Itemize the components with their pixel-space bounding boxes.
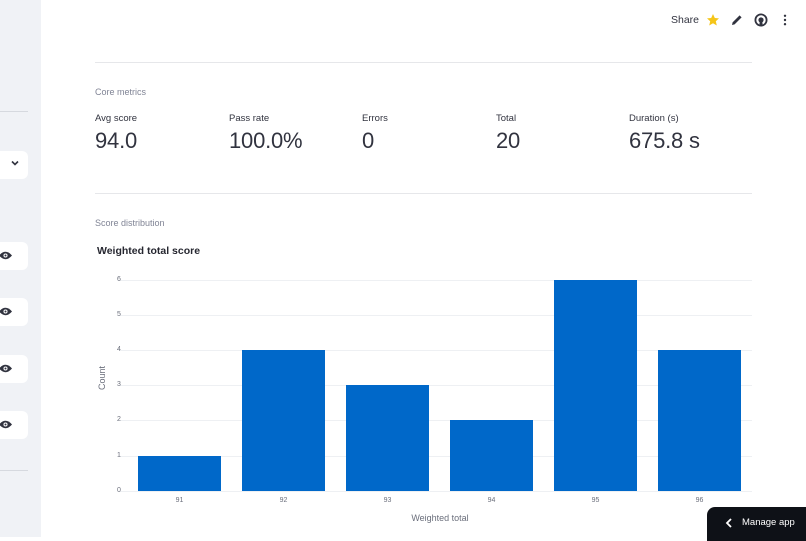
metric-label: Total — [496, 113, 517, 124]
bar-94[interactable] — [450, 420, 533, 491]
metric-value: 675.8 s — [629, 128, 700, 153]
gridline — [120, 420, 752, 421]
metric-label: Duration (s) — [629, 113, 679, 124]
y-tick: 2 — [117, 416, 121, 423]
metric-value: 100.0% — [229, 128, 303, 153]
sidebar — [0, 0, 41, 537]
metric-value: 94.0 — [95, 128, 138, 153]
bar-95[interactable] — [554, 280, 637, 491]
sidebar-divider — [0, 470, 28, 471]
eye-icon — [0, 307, 12, 316]
chevron-left-icon — [725, 518, 732, 528]
y-tick: 4 — [117, 346, 121, 353]
view-button-2[interactable] — [0, 298, 28, 326]
core-metrics-caption: Core metrics — [95, 87, 147, 97]
gridline — [120, 456, 752, 457]
metric-avg-score: Avg score 94.0 — [95, 113, 137, 154]
metric-duration: Duration (s) 675.8 s — [629, 113, 700, 154]
eye-icon — [0, 420, 12, 429]
github-icon[interactable] — [754, 13, 768, 27]
manage-app-button[interactable]: Manage app — [707, 507, 806, 541]
metric-value: 0 — [362, 128, 375, 153]
x-axis-label: Weighted total — [411, 513, 469, 523]
y-tick: 3 — [117, 381, 121, 388]
more-vertical-icon[interactable] — [778, 13, 792, 27]
chevron-down-icon — [11, 160, 19, 166]
metric-value: 20 — [496, 128, 521, 153]
divider — [95, 193, 752, 194]
bar-96[interactable] — [658, 350, 741, 491]
x-tick: 96 — [695, 497, 704, 504]
bar-92[interactable] — [242, 350, 325, 491]
gridline — [120, 350, 752, 351]
metric-total: Total 20 — [496, 113, 520, 154]
gridline — [120, 385, 752, 386]
metric-label: Errors — [362, 113, 388, 124]
y-axis-label: Count — [97, 365, 107, 391]
y-tick: 5 — [117, 311, 121, 318]
manage-app-label: Manage app — [742, 517, 795, 528]
y-tick: 6 — [117, 276, 121, 283]
chart-title: Weighted total score — [97, 245, 201, 257]
bar-93[interactable] — [346, 385, 429, 491]
gridline — [120, 315, 752, 316]
x-tick: 93 — [383, 497, 392, 504]
y-tick: 1 — [117, 452, 121, 459]
star-icon[interactable] — [706, 13, 720, 27]
x-tick: 92 — [279, 497, 288, 504]
metric-errors: Errors 0 — [362, 113, 388, 154]
metric-label: Avg score — [95, 113, 138, 124]
y-tick: 0 — [117, 487, 121, 494]
bar-91[interactable] — [138, 456, 221, 491]
metric-label: Pass rate — [229, 113, 270, 124]
pencil-icon[interactable] — [730, 13, 744, 27]
score-distribution-caption: Score distribution — [95, 218, 165, 228]
x-tick: 91 — [175, 497, 184, 504]
gridline — [120, 491, 752, 492]
gridline — [120, 280, 752, 281]
sidebar-select[interactable] — [0, 151, 28, 179]
view-button-3[interactable] — [0, 355, 28, 383]
x-tick: 95 — [591, 497, 600, 504]
sidebar-divider — [0, 111, 28, 112]
view-button-4[interactable] — [0, 411, 28, 439]
eye-icon — [0, 251, 12, 260]
divider — [95, 62, 752, 63]
view-button-1[interactable] — [0, 242, 28, 270]
metric-pass-rate: Pass rate 100.0% — [229, 113, 303, 154]
share-button[interactable]: Share — [671, 14, 700, 26]
eye-icon — [0, 364, 12, 373]
x-tick: 94 — [487, 497, 496, 504]
